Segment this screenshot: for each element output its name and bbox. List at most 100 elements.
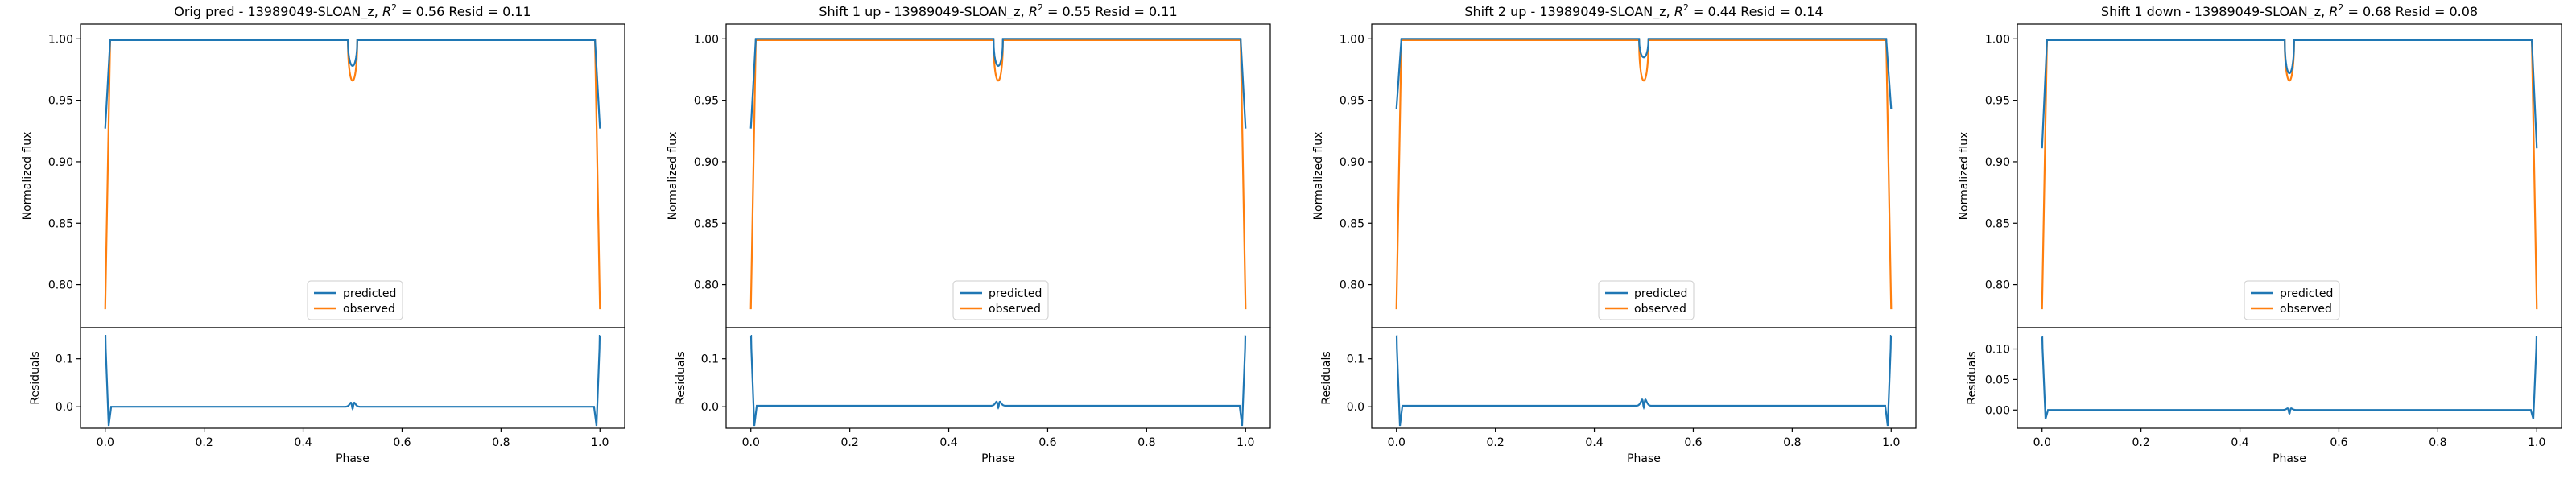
legend-box: [2244, 280, 2340, 320]
resid-y-tick-label: 0.1: [1347, 353, 1364, 366]
legend: predicted observed: [952, 280, 1049, 320]
x-axis-label: Phase: [2273, 452, 2306, 465]
chart-title-rest: = 0.55 Resid = 0.11: [1043, 4, 1178, 19]
y-tick-label: 0.90: [1340, 156, 1364, 169]
x-tick-label: 0.4: [939, 436, 957, 449]
chart-title-r: R: [1674, 4, 1683, 19]
chart-panel: Shift 1 down - 13989049-SLOAN_z, R2 = 0.…: [1958, 2, 2562, 465]
resid-y-tick-label: 0.0: [701, 401, 719, 414]
legend: predicted observed: [2244, 280, 2340, 320]
legend: predicted observed: [1598, 280, 1695, 320]
chart-title-text: Orig pred - 13989049-SLOAN_z,: [174, 4, 382, 20]
x-tick-label: 0.8: [1137, 436, 1155, 449]
resid-y-tick-label: 0.10: [1985, 344, 2010, 357]
x-axis-label: Phase: [336, 452, 369, 465]
x-tick-label: 0.0: [2033, 436, 2051, 449]
series-line-observed: [104, 39, 601, 310]
y-tick-label: 1.00: [1985, 33, 2010, 46]
x-tick-label: 0.6: [1684, 436, 1702, 449]
series-group: [749, 38, 1247, 310]
y-tick-label: 0.90: [694, 156, 719, 169]
y-tick-label: 0.85: [1340, 217, 1364, 230]
x-tick-label: 0.0: [1388, 436, 1406, 449]
resid-y-axis-label: Residuals: [1966, 351, 1979, 404]
x-tick-label: 0.6: [1038, 436, 1056, 449]
y-tick-label: 0.80: [1985, 279, 2010, 292]
x-axis-label: Phase: [1627, 452, 1661, 465]
x-tick-label: 0.6: [2330, 436, 2347, 449]
legend-label-predicted: predicted: [989, 287, 1042, 300]
legend-label-predicted: predicted: [2280, 287, 2333, 300]
y-axis-label: Normalized flux: [667, 132, 679, 221]
resid-y-axis-label: Residuals: [29, 351, 42, 404]
chart-title-sup: 2: [391, 2, 397, 13]
series-group: [2041, 39, 2538, 310]
y-tick-label: 1.00: [1340, 33, 1364, 46]
legend-label-observed: observed: [1634, 303, 1686, 316]
x-tick-label: 0.2: [1487, 436, 1505, 449]
resid-y-tick-label: 0.00: [1985, 404, 2010, 417]
legend: predicted observed: [307, 280, 403, 320]
x-tick-label: 1.0: [1882, 436, 1900, 449]
legend-box: [952, 280, 1049, 320]
chart-title-rest: = 0.56 Resid = 0.11: [397, 4, 531, 19]
y-tick-label: 0.95: [694, 95, 719, 108]
legend-label-observed: observed: [2280, 303, 2332, 316]
chart-title-r: R: [1029, 4, 1038, 19]
y-tick-label: 0.80: [48, 279, 73, 292]
series-line-observed: [2041, 39, 2538, 310]
resid-axes-frame: [80, 327, 625, 429]
series-group: [1395, 38, 1893, 310]
x-tick-label: 1.0: [2528, 436, 2545, 449]
series-line-predicted: [2041, 39, 2538, 149]
legend-box: [307, 280, 403, 320]
legend-label-predicted: predicted: [343, 287, 396, 300]
series-group: [104, 39, 601, 310]
residual-line: [1395, 335, 1893, 427]
resid-axes-frame: [725, 327, 1271, 429]
chart-panel: Shift 1 up - 13989049-SLOAN_z, R2 = 0.55…: [667, 2, 1271, 465]
x-tick-label: 0.4: [294, 436, 312, 449]
x-tick-label: 0.6: [393, 436, 411, 449]
resid-y-tick-label: 0.0: [1347, 401, 1364, 414]
y-tick-label: 0.85: [48, 217, 73, 230]
y-tick-label: 0.85: [694, 217, 719, 230]
x-tick-label: 0.0: [97, 436, 114, 449]
x-tick-label: 0.2: [841, 436, 859, 449]
resid-axes-frame: [2017, 327, 2562, 429]
chart-title-text: Shift 1 down - 13989049-SLOAN_z,: [2101, 4, 2329, 20]
residual-line: [104, 335, 601, 427]
x-tick-label: 1.0: [1236, 436, 1254, 449]
chart-title-text: Shift 2 up - 13989049-SLOAN_z,: [1464, 4, 1674, 20]
y-tick-label: 1.00: [694, 33, 719, 46]
y-axis-label: Normalized flux: [21, 132, 34, 221]
x-tick-label: 0.8: [2429, 436, 2446, 449]
x-tick-label: 0.0: [742, 436, 760, 449]
resid-axes-frame: [1371, 327, 1917, 429]
series-line-observed: [749, 39, 1247, 310]
legend-label-observed: observed: [343, 303, 395, 316]
residual-group: [1395, 335, 1893, 427]
y-tick-label: 0.90: [48, 156, 73, 169]
x-tick-label: 0.8: [1783, 436, 1801, 449]
y-tick-label: 1.00: [48, 33, 73, 46]
y-tick-label: 0.80: [694, 279, 719, 292]
y-axis-label: Normalized flux: [1312, 132, 1325, 221]
x-tick-label: 0.2: [2132, 436, 2150, 449]
chart-title: Shift 2 up - 13989049-SLOAN_z, R2 = 0.44…: [1464, 2, 1823, 20]
chart-title-rest: = 0.68 Resid = 0.08: [2343, 4, 2478, 19]
series-line-observed: [1395, 39, 1893, 310]
chart-title-r: R: [2329, 4, 2338, 19]
y-axis-label: Normalized flux: [1958, 132, 1971, 221]
y-tick-label: 0.80: [1340, 279, 1364, 292]
series-line-predicted: [104, 39, 601, 129]
residual-group: [749, 335, 1247, 427]
residual-group: [2041, 336, 2538, 419]
resid-y-tick-label: 0.1: [56, 353, 73, 366]
y-tick-label: 0.85: [1985, 217, 2010, 230]
chart-title-r: R: [382, 4, 391, 19]
chart-title: Shift 1 up - 13989049-SLOAN_z, R2 = 0.55…: [819, 2, 1177, 20]
chart-title: Shift 1 down - 13989049-SLOAN_z, R2 = 0.…: [2101, 2, 2478, 20]
legend-label-predicted: predicted: [1634, 287, 1687, 300]
